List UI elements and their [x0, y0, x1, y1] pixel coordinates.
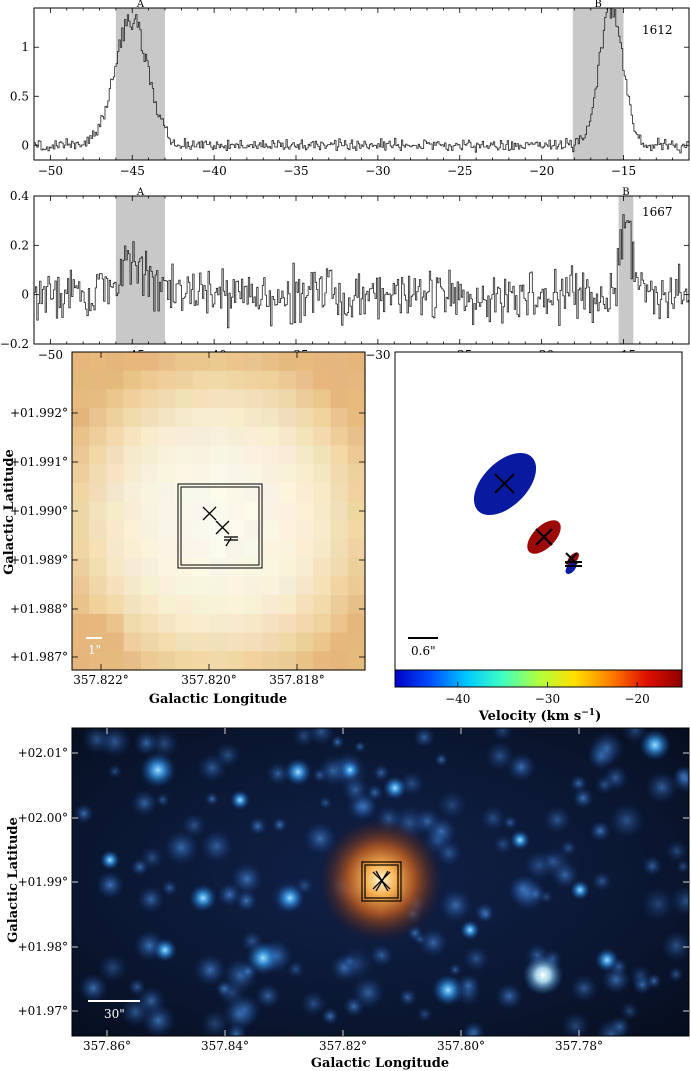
x-tick-label: −50 — [38, 164, 63, 178]
spectrum-1612-trace — [34, 7, 689, 154]
x-tick-label: 357.818° — [269, 673, 325, 687]
source-box-outer — [361, 861, 402, 902]
y-tick-label: 0.4 — [10, 189, 29, 203]
shaded-ranges — [115, 8, 624, 160]
spectrum-1667-trace — [34, 214, 689, 329]
source-box-inner — [180, 486, 260, 566]
x-tick-label: −15 — [611, 164, 636, 178]
shaded-range — [115, 196, 165, 344]
y-tick-label: +01.987° — [10, 650, 68, 664]
y-axis-ticks: +01.992° +01.991° +01.990° +01.989° +01.988°… — [10, 406, 365, 664]
x-tick-label: −40 — [201, 164, 226, 178]
shaded-ranges — [115, 196, 634, 344]
y-tick-label: 1 — [21, 40, 29, 54]
y-axis-ticks: 00.51 — [10, 40, 689, 152]
band-label: A — [136, 187, 145, 198]
x-axis-ticks: −50 −45 −40 −35 −30 −25 −20 −15 — [33, 8, 690, 178]
band-label: A — [136, 0, 145, 10]
x-tick-label: 357.822° — [73, 673, 129, 687]
y-tick-label: +01.99° — [18, 875, 68, 889]
y-tick-label: +01.98° — [18, 940, 68, 954]
y-tick-label: +01.988° — [10, 602, 68, 616]
maser-spot-cross — [535, 528, 553, 546]
x-tick-label: 357.820° — [181, 673, 237, 687]
y-tick-label: −0.2 — [0, 337, 29, 351]
y-axis-title: Galactic Latitude — [2, 449, 17, 575]
scale-bar-label: 30" — [104, 1007, 125, 1021]
x-tick-label: 357.78° — [555, 1039, 603, 1053]
infrared-image — [72, 728, 689, 1036]
transition-label-1667: 1667 — [642, 205, 673, 219]
x-tick-label: −45 — [120, 164, 145, 178]
maser-position-marker-1612 — [202, 506, 217, 521]
y-tick-label: +02.01° — [18, 746, 68, 760]
map-pixels — [72, 352, 366, 671]
x-tick-label: 357.84° — [201, 1039, 249, 1053]
y-axis-title: Galactic Latitude — [6, 817, 21, 943]
x-tick-label: 357.80° — [437, 1039, 485, 1053]
x-tick-label: 357.82° — [319, 1039, 367, 1053]
stars — [73, 728, 689, 1036]
bright-star — [523, 955, 563, 995]
y-axis-ticks: −0.2 0 0.2 0.4 — [0, 189, 689, 351]
y-tick-label: 0 — [21, 138, 29, 152]
y-tick-label: +01.992° — [10, 406, 68, 420]
source-box-outer — [177, 483, 263, 569]
scale-bar-label: 0.6" — [411, 644, 436, 658]
y-tick-label: +01.990° — [10, 504, 68, 518]
plot-frame — [394, 351, 683, 671]
maser-position-marker-1667 — [215, 520, 238, 547]
y-tick-label: 0 — [21, 288, 29, 302]
band-label: B — [594, 0, 601, 10]
zoom-map-panel: 357.822° 357.820° 357.818° +01.992° +01.991… — [2, 351, 366, 707]
y-axis-ticks: +02.01° +02.00° +01.99° +01.98° +01.97° — [18, 746, 689, 1018]
x-tick-label: −50 — [38, 348, 63, 362]
shaded-range — [115, 8, 165, 160]
y-tick-label: 0.5 — [10, 89, 29, 103]
x-tick-label: −25 — [447, 164, 472, 178]
x-tick-label: −20 — [529, 164, 554, 178]
colorbar-tick-label: −40 — [445, 692, 470, 706]
x-axis-title: Galactic Longitude — [149, 692, 287, 707]
colorbar-tick-label: −20 — [624, 692, 649, 706]
y-tick-label: +01.989° — [10, 553, 68, 567]
y-tick-label: +02.00° — [18, 811, 68, 825]
x-axis-title: Galactic Longitude — [311, 1056, 449, 1071]
y-tick-label: +01.991° — [10, 455, 68, 469]
x-axis-ticks: 357.86° 357.84° 357.82° 357.80° 357.78° — [83, 728, 603, 1053]
maser-position-marker — [372, 870, 391, 892]
colorbar-title: Velocity (km s−1) — [478, 708, 601, 724]
y-tick-label: +01.97° — [18, 1004, 68, 1018]
maser-spot-cross — [565, 552, 582, 567]
x-tick-label: −35 — [283, 164, 308, 178]
x-tick-label: 357.86° — [83, 1039, 131, 1053]
maser-spot-cross — [494, 473, 515, 494]
source-box-inner — [364, 864, 399, 899]
y-tick-label: 0.2 — [10, 238, 29, 252]
colorbar-tick-label: −30 — [535, 692, 560, 706]
band-label: B — [622, 187, 629, 198]
colorbar — [394, 669, 683, 688]
transition-label-1612: 1612 — [642, 23, 673, 37]
x-tick-label: −30 — [365, 164, 390, 178]
x-tick-label: −30 — [365, 348, 390, 362]
shaded-range — [572, 8, 624, 160]
spectrum-1667-panel: AB −50−45−40−35−30−25−20−15 −0.200.20.4 … — [0, 187, 690, 362]
shaded-range — [618, 196, 634, 344]
maser-spots-panel: 0.6" −40 −30 −20 Velocity (km s−1) — [394, 351, 683, 724]
x-axis-ticks: 357.822° 357.820° 357.818° — [73, 352, 325, 687]
infrared-image-panel: 357.86° 357.84° 357.82° 357.80° 357.78° +02.… — [6, 727, 690, 1071]
scale-bar-label: 1" — [88, 643, 101, 657]
colorbar-ticks: −40 −30 −20 — [445, 682, 650, 706]
